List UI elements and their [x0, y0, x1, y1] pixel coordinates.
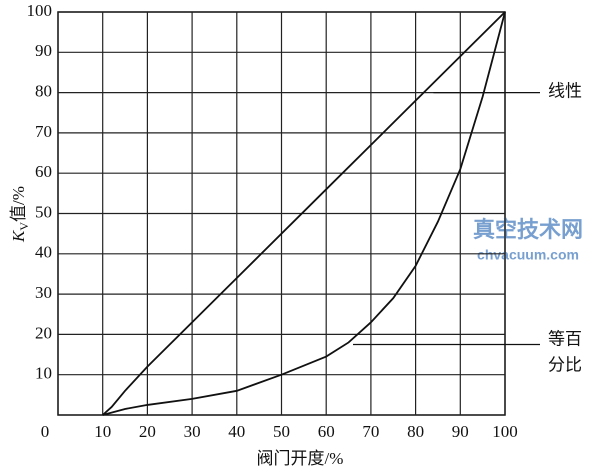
- x-tick-label: 70: [362, 422, 379, 441]
- x-tick-label: 10: [94, 422, 111, 441]
- x-tick-label: 50: [273, 422, 290, 441]
- y-tick-label: 20: [35, 323, 52, 342]
- y-tick-label: 100: [27, 1, 53, 20]
- x-tick-label: 80: [407, 422, 424, 441]
- x-tick-label: 60: [318, 422, 335, 441]
- y-tick-label: 30: [35, 283, 52, 302]
- watermark: chvacuum.com: [477, 247, 579, 263]
- series-label: 线性: [548, 82, 582, 101]
- y-label-main: K: [9, 229, 28, 243]
- x-tick-label: 20: [139, 422, 156, 441]
- x-tick-label: 100: [492, 422, 518, 441]
- y-label-rest: 值/%: [9, 186, 28, 222]
- x-tick-label: 90: [452, 422, 469, 441]
- series-line: [102, 11, 506, 416]
- series-label: 等百: [548, 329, 582, 348]
- y-tick-label: 90: [35, 41, 52, 60]
- y-label-sub: V: [17, 222, 31, 231]
- y-tick-label: 40: [35, 243, 52, 262]
- x-tick-label: 40: [228, 422, 245, 441]
- series-label: 分比: [548, 355, 582, 374]
- y-tick-label: 50: [35, 202, 52, 221]
- x-axis-label: 阀门开度/%: [257, 449, 344, 468]
- y-tick-label: 70: [35, 122, 52, 141]
- y-tick-label: 10: [35, 364, 52, 383]
- watermark: 真空技术网: [473, 217, 583, 242]
- series-line: [102, 11, 506, 416]
- y-tick-label: 60: [35, 162, 52, 181]
- x-tick-label: 0: [41, 422, 50, 441]
- y-axis-label: KV值/%: [9, 186, 31, 243]
- y-tick-label: 80: [35, 82, 52, 101]
- x-tick-label: 30: [184, 422, 201, 441]
